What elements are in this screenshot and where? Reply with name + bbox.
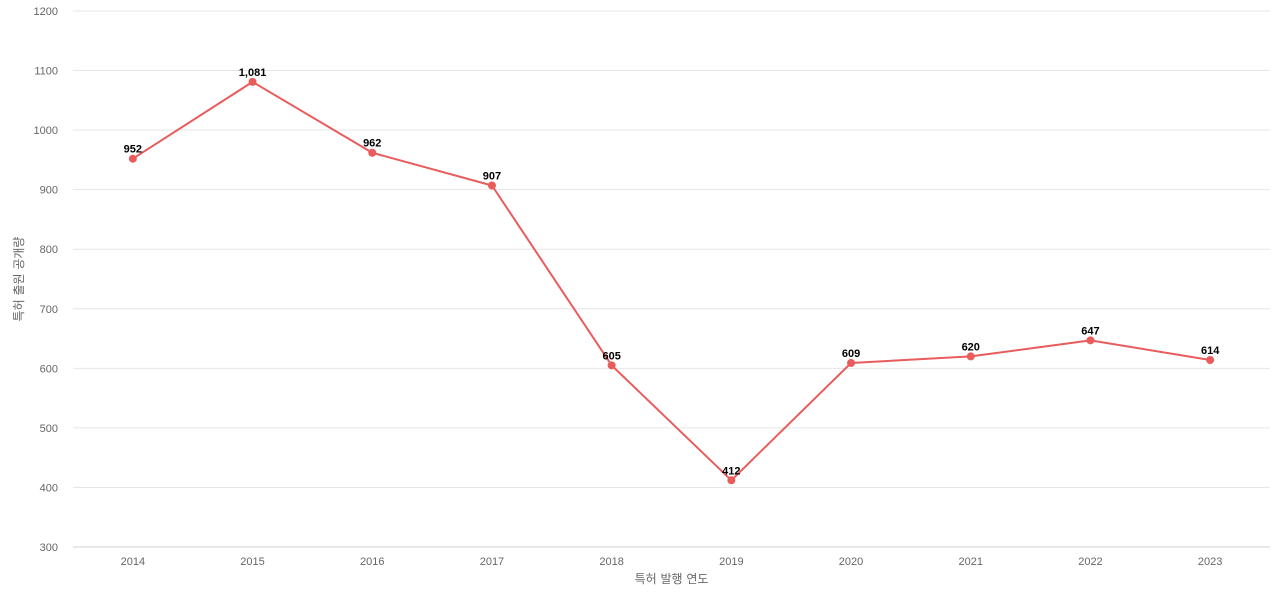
- data-point[interactable]: [727, 476, 736, 485]
- data-label: 609: [842, 348, 860, 360]
- data-label: 962: [363, 138, 381, 150]
- data-point[interactable]: [966, 352, 975, 361]
- y-tick-label: 400: [40, 482, 58, 494]
- data-point[interactable]: [847, 358, 856, 367]
- y-tick-label: 600: [40, 363, 58, 375]
- data-label: 952: [124, 144, 142, 156]
- x-axis-ticks: 2014 2015 2016 2017 2018 2019 2020 2021 2022 2023: [121, 556, 1223, 568]
- data-labels: 952 1,081 962 907 605 412 609 620 647 614: [124, 67, 1221, 477]
- x-tick-label: 2020: [839, 556, 863, 568]
- y-tick-label: 1000: [34, 125, 58, 137]
- y-axis-ticks: 300 400 500 600 700 800 900 1000 1100 1200: [34, 6, 58, 554]
- data-label: 620: [962, 341, 980, 353]
- x-tick-label: 2022: [1078, 556, 1102, 568]
- data-point[interactable]: [128, 154, 137, 163]
- data-point[interactable]: [368, 148, 377, 157]
- grid-lines: [73, 10, 1270, 548]
- x-axis-title: 특허 발행 연도: [635, 571, 709, 586]
- data-point[interactable]: [1206, 355, 1215, 364]
- x-tick-label: 2019: [719, 556, 743, 568]
- y-tick-label: 900: [40, 185, 58, 197]
- y-axis-title: 특허 출원 공개량: [12, 237, 26, 322]
- x-tick-label: 2021: [959, 556, 983, 568]
- x-tick-label: 2018: [599, 556, 623, 568]
- data-label: 412: [722, 465, 740, 477]
- x-tick-label: 2015: [240, 556, 264, 568]
- data-label: 614: [1201, 345, 1220, 357]
- y-tick-label: 300: [40, 542, 58, 554]
- x-tick-label: 2016: [360, 556, 384, 568]
- data-label: 605: [602, 350, 620, 362]
- data-label: 1,081: [239, 67, 267, 79]
- y-tick-label: 500: [40, 423, 58, 435]
- x-tick-label: 2017: [480, 556, 504, 568]
- y-tick-label: 800: [40, 244, 58, 256]
- data-label: 907: [483, 170, 501, 182]
- data-point[interactable]: [1086, 336, 1095, 345]
- data-point[interactable]: [248, 77, 257, 86]
- data-point[interactable]: [487, 181, 496, 190]
- series-layer: [128, 77, 1215, 485]
- x-tick-label: 2023: [1198, 556, 1222, 568]
- x-tick-label: 2014: [121, 556, 145, 568]
- y-tick-label: 1100: [34, 66, 58, 78]
- series-line: [132, 80, 1211, 482]
- data-label: 647: [1081, 325, 1099, 337]
- y-tick-label: 700: [40, 304, 58, 316]
- y-tick-label: 1200: [34, 6, 58, 18]
- data-point[interactable]: [607, 361, 616, 370]
